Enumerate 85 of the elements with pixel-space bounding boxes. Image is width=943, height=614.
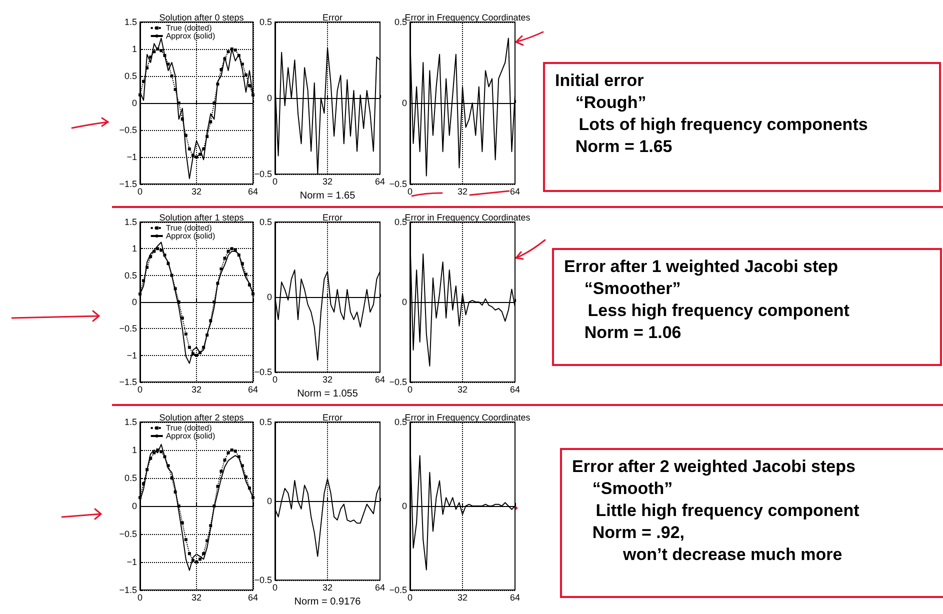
y-tick-label: 0 (266, 292, 272, 302)
y-tick-label: 0 (266, 496, 272, 506)
x-tick-label: 64 (510, 384, 520, 394)
x-tick-label: 64 (510, 186, 520, 196)
chart-title: Error (322, 212, 342, 222)
x-tick-label: 32 (457, 384, 468, 394)
text: “Rough” (574, 92, 648, 114)
legend-label: Approx (solid) (166, 32, 216, 40)
legend-label: Approx (solid) (166, 232, 216, 240)
y-tick-label: 0.5 (259, 217, 272, 227)
y-tick-label: 0.5 (394, 217, 407, 227)
x-tick-label: 64 (248, 592, 258, 602)
y-tick-label: 0.5 (124, 270, 137, 280)
chart-title: Error (322, 412, 342, 422)
y-tick-label: 0.5 (394, 417, 407, 427)
y-tick-label: 0 (402, 297, 407, 307)
text: Less high frequency component (586, 300, 850, 322)
y-tick-label: −0.5 (254, 169, 272, 180)
y-tick-label: 0.5 (259, 417, 272, 427)
x-tick-label: 64 (248, 186, 258, 196)
x-tick-label: 32 (322, 374, 333, 385)
text: “Smooth” (591, 478, 674, 500)
y-tick-label: 1.5 (124, 217, 137, 227)
y-tick-label: 0 (402, 501, 407, 511)
y-tick-label: 1 (132, 244, 137, 254)
x-tick-label: 64 (374, 176, 386, 187)
y-tick-label: 0 (132, 297, 137, 307)
x-tick-label: 64 (248, 384, 258, 394)
y-tick-label: −0.5 (389, 377, 407, 387)
x-tick-label: 32 (191, 186, 202, 196)
text: Norm = 1.65 (574, 136, 674, 158)
y-tick-label: 0 (132, 501, 137, 511)
legend-label: True (dotted) (166, 424, 212, 432)
text: Error after 2 weighted Jacobi steps (572, 456, 856, 478)
text: Little high frequency component (594, 500, 860, 522)
y-tick-label: −1.5 (119, 179, 137, 189)
text: Initial error (555, 70, 645, 92)
x-axis-title: Norm = 1.055 (297, 388, 358, 400)
x-tick-label: 32 (457, 186, 468, 196)
y-tick-label: 0.5 (259, 17, 272, 27)
text: Norm = 1.06 (583, 322, 682, 344)
y-tick-label: 0.5 (124, 71, 137, 81)
chart-title: Solution after 2 steps (159, 412, 244, 422)
y-tick-label: −1.5 (119, 377, 137, 387)
y-tick-label: −1 (126, 152, 137, 162)
legend-label: True (dotted) (166, 24, 212, 32)
text: Lots of high frequency components (578, 114, 869, 136)
y-tick-label: −1 (126, 557, 137, 567)
y-tick-label: 0 (266, 93, 272, 104)
text: won’t decrease much more (622, 544, 844, 566)
text: Error after 1 weighted Jacobi step (564, 256, 839, 278)
x-tick-label: 32 (191, 384, 202, 394)
x-axis-title: Norm = 1.65 (300, 190, 356, 202)
y-tick-label: −1 (126, 350, 137, 360)
y-tick-label: 0 (132, 98, 137, 108)
text: “Smoother” (583, 278, 682, 300)
y-tick-label: 1 (132, 445, 137, 455)
x-tick-label: 64 (374, 374, 386, 385)
y-tick-label: 1 (132, 44, 137, 54)
y-tick-label: −0.5 (389, 585, 407, 595)
y-tick-label: 0.5 (394, 17, 407, 27)
x-axis-title: Norm = 0.9176 (294, 596, 362, 608)
y-tick-label: −0.5 (119, 125, 137, 135)
legend-label: Approx (solid) (166, 432, 216, 440)
x-tick-label: 32 (322, 582, 333, 593)
x-tick-label: 64 (374, 582, 386, 593)
chart-title: Error (322, 12, 342, 22)
y-tick-label: −0.5 (254, 367, 272, 378)
y-tick-label: 0.5 (124, 473, 137, 483)
y-tick-label: −0.5 (389, 179, 407, 189)
y-tick-label: −1.5 (119, 585, 137, 595)
x-tick-label: 32 (457, 592, 468, 602)
x-tick-label: 64 (510, 592, 520, 602)
y-tick-label: 1.5 (124, 417, 137, 427)
y-tick-label: −0.5 (119, 324, 137, 334)
legend-label: True (dotted) (166, 224, 212, 232)
y-tick-label: 0 (402, 98, 407, 108)
chart-title: Solution after 0 steps (159, 12, 244, 22)
y-tick-label: −0.5 (119, 529, 137, 539)
x-tick-label: 32 (191, 592, 202, 602)
y-tick-label: 1.5 (124, 17, 137, 27)
y-tick-label: −0.5 (254, 575, 272, 586)
chart-title: Solution after 1 steps (159, 212, 244, 222)
x-tick-label: 32 (322, 176, 333, 187)
text: Norm = .92, (591, 522, 686, 544)
